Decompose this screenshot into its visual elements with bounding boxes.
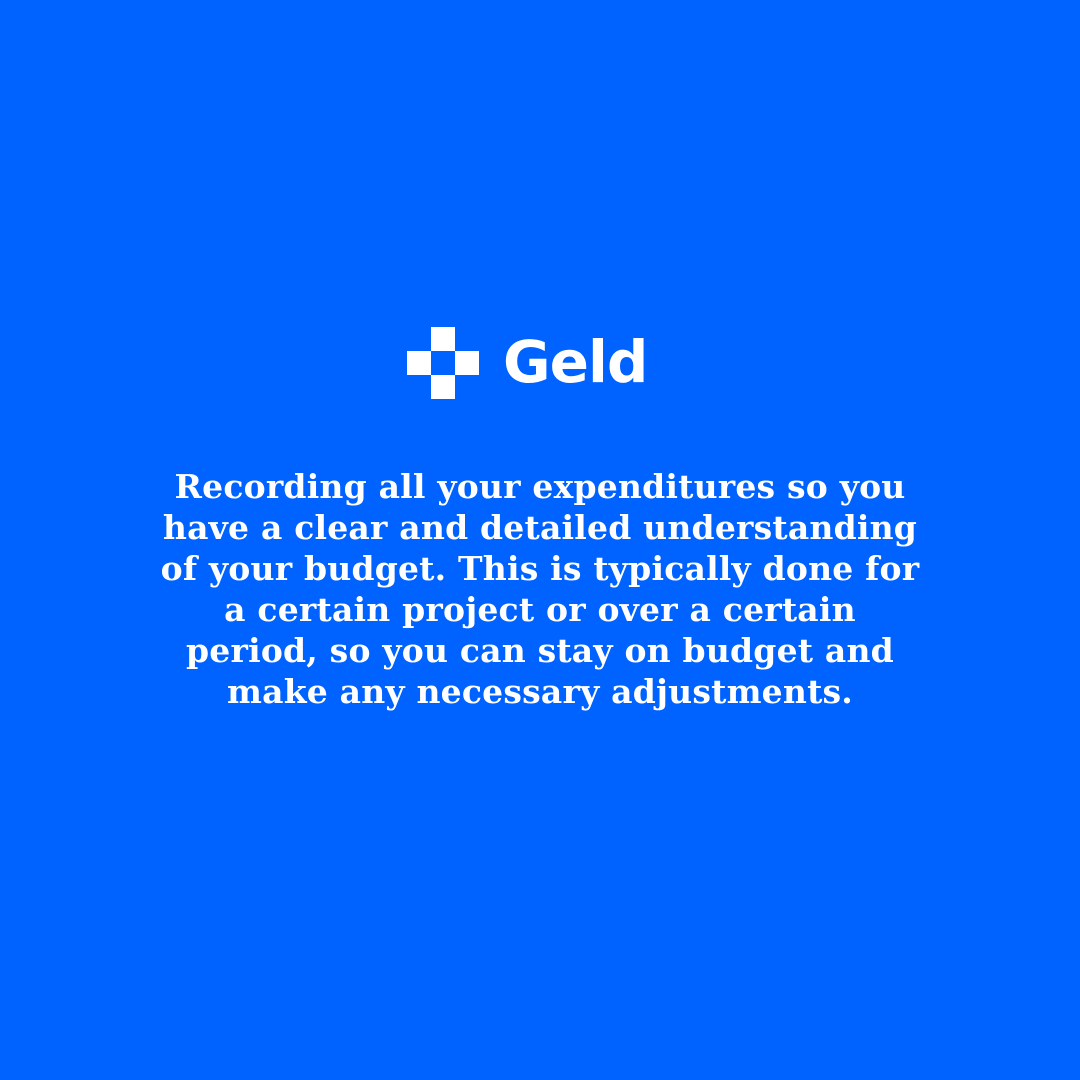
description-line: make any necessary adjustments. bbox=[227, 672, 853, 711]
description-line: a certain project or over a certain bbox=[224, 590, 856, 629]
description-line: Recording all your expenditures so you bbox=[174, 467, 906, 506]
brand-logo: Geld bbox=[407, 327, 648, 399]
checkered-cross-logo-icon bbox=[407, 327, 479, 399]
description-line: have a clear and detailed understanding bbox=[162, 508, 918, 547]
description-line: of your budget. This is typically done f… bbox=[160, 549, 920, 588]
description-line: period, so you can stay on budget and bbox=[186, 631, 894, 670]
description-text: Recording all your expenditures so you h… bbox=[140, 466, 940, 712]
brand-name: Geld bbox=[503, 328, 648, 396]
